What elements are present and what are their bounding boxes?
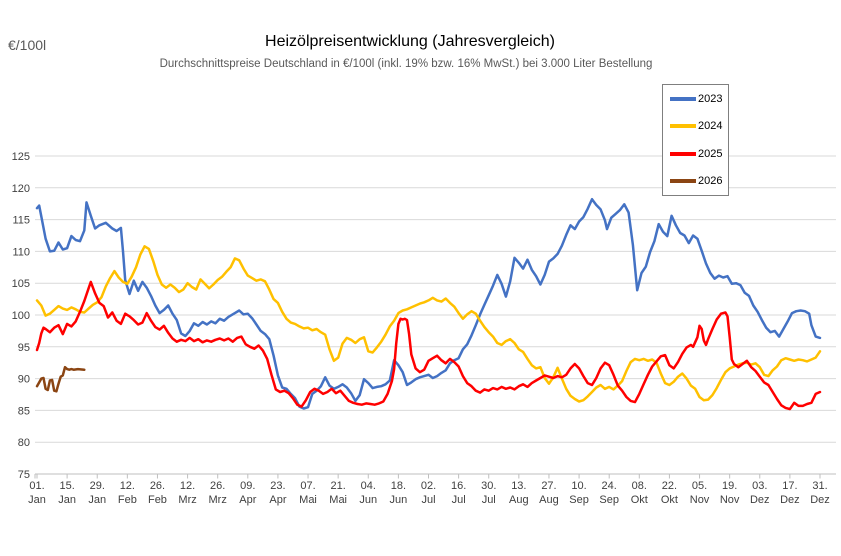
y-tick-label: 110 bbox=[12, 246, 30, 258]
legend-item-2026: 2026 bbox=[663, 168, 728, 196]
x-tick-label-month: Jul bbox=[482, 494, 496, 506]
x-tick-label-day: 30. bbox=[481, 480, 496, 492]
y-tick-label: 125 bbox=[12, 151, 30, 163]
legend-item-2024: 2024 bbox=[663, 113, 728, 141]
y-axis-unit-label: €/100l bbox=[8, 37, 47, 53]
x-tick-label-month: Aug bbox=[539, 494, 559, 506]
x-tick-label-month: Feb bbox=[118, 494, 137, 506]
x-tick-label-month: Jul bbox=[421, 494, 435, 506]
x-tick-label-day: 15. bbox=[59, 480, 74, 492]
x-tick-label-month: Dez bbox=[810, 494, 830, 506]
x-tick-label-day: 27. bbox=[541, 480, 556, 492]
x-tick-label-month: Sep bbox=[569, 494, 589, 506]
series-line-2025 bbox=[35, 280, 822, 411]
x-tick-label-month: Jun bbox=[390, 494, 408, 506]
y-tick-label: 95 bbox=[18, 342, 30, 354]
y-tick-label: 75 bbox=[18, 469, 30, 481]
x-tick-label-month: Mrz bbox=[209, 494, 227, 506]
x-tick-label-month: Jun bbox=[359, 494, 377, 506]
x-tick-label-day: 09. bbox=[240, 480, 255, 492]
x-tick-label-month: Mrz bbox=[178, 494, 196, 506]
series-line-2024 bbox=[35, 245, 822, 403]
x-tick-label-day: 23. bbox=[270, 480, 285, 492]
x-tick-label-month: Okt bbox=[631, 494, 648, 506]
series-line-2026 bbox=[35, 365, 86, 393]
y-tick-label: 85 bbox=[18, 405, 30, 417]
legend-item-2023: 2023 bbox=[663, 85, 728, 113]
x-tick-label-month: Jul bbox=[452, 494, 466, 506]
y-tick-label: 120 bbox=[12, 183, 30, 195]
x-tick-label-day: 31. bbox=[812, 480, 827, 492]
x-tick-label-day: 12. bbox=[180, 480, 195, 492]
x-tick-label-month: Sep bbox=[599, 494, 619, 506]
x-tick-label-month: Nov bbox=[690, 494, 710, 506]
chart-title: Heizölpreisentwicklung (Jahresvergleich) bbox=[265, 33, 555, 50]
x-tick-label-day: 16. bbox=[451, 480, 466, 492]
legend-label-2024: 2024 bbox=[698, 120, 723, 133]
x-tick-label-day: 17. bbox=[782, 480, 797, 492]
x-tick-label-day: 22. bbox=[662, 480, 677, 492]
x-tick-label-month: Mai bbox=[329, 494, 347, 506]
x-tick-label-day: 26. bbox=[210, 480, 225, 492]
x-tick-label-month: Mai bbox=[299, 494, 317, 506]
x-tick-label-day: 04. bbox=[361, 480, 376, 492]
legend-line-swatch-2023 bbox=[670, 96, 696, 101]
x-tick-label-day: 03. bbox=[752, 480, 767, 492]
x-tick-label-month: Nov bbox=[720, 494, 740, 506]
legend-label-2026: 2026 bbox=[698, 175, 723, 188]
x-tick-label-day: 02. bbox=[421, 480, 436, 492]
x-tick-label-day: 26. bbox=[150, 480, 165, 492]
x-tick-label-month: Jan bbox=[28, 494, 46, 506]
x-tick-label-day: 10. bbox=[571, 480, 586, 492]
x-tick-label-month: Aug bbox=[509, 494, 529, 506]
y-tick-label: 100 bbox=[12, 310, 30, 322]
y-tick-label: 115 bbox=[12, 215, 30, 227]
x-tick-label-day: 21. bbox=[331, 480, 346, 492]
legend-line-swatch-2024 bbox=[670, 124, 696, 129]
x-tick-label-day: 18. bbox=[391, 480, 406, 492]
x-tick-label-month: Feb bbox=[148, 494, 167, 506]
legend-line-swatch-2025 bbox=[670, 151, 696, 156]
chart-subtitle: Durchschnittspreise Deutschland in €/100… bbox=[159, 58, 653, 70]
x-tick-label-month: Jan bbox=[58, 494, 76, 506]
x-tick-label-month: Jan bbox=[88, 494, 106, 506]
legend-label-2023: 2023 bbox=[698, 92, 723, 105]
x-tick-label-month: Apr bbox=[269, 494, 286, 506]
x-tick-label-day: 29. bbox=[90, 480, 105, 492]
y-tick-label: 90 bbox=[18, 374, 30, 386]
y-tick-label: 105 bbox=[12, 278, 30, 290]
x-tick-label-day: 08. bbox=[632, 480, 647, 492]
x-tick-label-day: 19. bbox=[722, 480, 737, 492]
x-tick-label-day: 12. bbox=[120, 480, 135, 492]
x-tick-label-day: 07. bbox=[300, 480, 315, 492]
x-tick-label-day: 13. bbox=[511, 480, 526, 492]
x-tick-label-month: Apr bbox=[239, 494, 256, 506]
x-tick-label-day: 01. bbox=[29, 480, 44, 492]
legend-item-2025: 2025 bbox=[663, 140, 728, 168]
y-tick-label: 80 bbox=[18, 437, 30, 449]
legend: 2023 2024 2025 2026 bbox=[662, 84, 729, 196]
legend-line-swatch-2026 bbox=[670, 179, 696, 184]
legend-label-2025: 2025 bbox=[698, 147, 723, 160]
x-tick-label-day: 24. bbox=[602, 480, 617, 492]
x-tick-label-day: 05. bbox=[692, 480, 707, 492]
x-tick-label-month: Okt bbox=[661, 494, 678, 506]
series-line-2023 bbox=[35, 197, 822, 410]
x-tick-label-month: Dez bbox=[750, 494, 770, 506]
x-tick-label-month: Dez bbox=[780, 494, 800, 506]
